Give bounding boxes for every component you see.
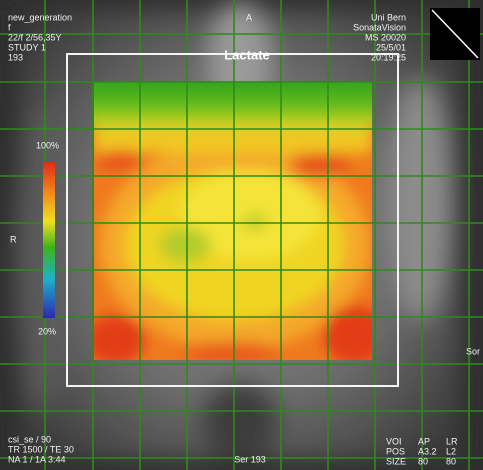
size-ap: 80	[418, 456, 428, 466]
lactate-map	[94, 82, 372, 360]
patient-dob: 22/f 2/56,35Y	[8, 32, 62, 42]
institution: Uni Bern	[371, 12, 406, 22]
acquisitions: NA 1 / 1A 3:44	[8, 454, 66, 464]
image-number: 193	[8, 52, 23, 62]
orientation-left: R	[10, 234, 17, 244]
map-title: Lactate	[224, 48, 270, 63]
right-edge-label: Sor	[466, 346, 480, 356]
series: Ser 193	[234, 454, 266, 464]
scale-max: 100%	[36, 140, 59, 150]
orientation-line	[431, 9, 479, 59]
patient-name: new_generation	[8, 12, 72, 22]
voi-ap: AP	[418, 436, 430, 446]
voi-lr: LR	[446, 436, 458, 446]
size-lr: 80	[446, 456, 456, 466]
patient-sex: f	[8, 22, 11, 32]
pos-label: POS	[386, 446, 405, 456]
timing: TR 1500 / TE 30	[8, 444, 74, 454]
pos-ap: A3.2	[418, 446, 437, 456]
voi-box	[66, 53, 399, 387]
study: STUDY 1	[8, 42, 46, 52]
sequence: csi_se / 90	[8, 434, 51, 444]
pos-lr: L2	[446, 446, 456, 456]
time: 20:19:25	[371, 52, 406, 62]
model: MS 20020	[365, 32, 406, 42]
orientation-top: A	[246, 12, 252, 22]
color-bar	[43, 162, 55, 318]
voi-label: VOI	[386, 436, 402, 446]
scanner: SonataVision	[353, 22, 406, 32]
date: 25/5/01	[376, 42, 406, 52]
scale-min: 20%	[38, 326, 56, 336]
size-label: SIZE	[386, 456, 406, 466]
